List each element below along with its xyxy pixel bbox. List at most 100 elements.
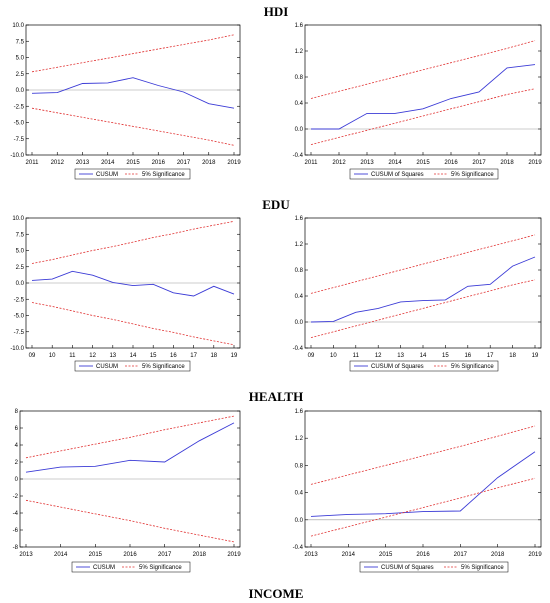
x-tick-label: 18 (509, 353, 516, 359)
x-tick-label: 16 (464, 353, 471, 359)
y-tick-label: 8 (15, 409, 19, 415)
x-tick-label: 2012 (332, 160, 346, 166)
cusum-line (311, 64, 536, 130)
x-tick-label: 2019 (528, 160, 542, 166)
x-tick-label: 11 (69, 353, 76, 359)
plot-frame (304, 217, 542, 349)
significance-lower-line (310, 279, 536, 338)
section-title-health: HEALTH (249, 389, 303, 404)
legend: CUSUM 5% Significance (74, 360, 191, 372)
x-tick-label: 2015 (89, 552, 103, 558)
x-tick-label: 2013 (304, 552, 318, 558)
legend-label-significance: 5% Significance (461, 565, 504, 571)
x-tick-label: 10 (49, 353, 56, 359)
x-tick-label: 13 (109, 353, 116, 359)
legend: CUSUM 5% Significance (74, 168, 191, 180)
y-tick-label: 1.6 (295, 216, 304, 222)
legend-label-cusum: CUSUM of Squares (371, 172, 424, 178)
x-tick-label: 2018 (500, 160, 514, 166)
x-tick-label: 09 (308, 353, 315, 359)
significance-lower-line (25, 499, 235, 543)
x-tick-label: 2012 (51, 160, 65, 166)
y-tick-label: 4 (15, 443, 19, 449)
y-tick-label: 0.8 (295, 75, 304, 81)
x-tick-label: 2011 (26, 160, 40, 166)
x-tick-label: 2016 (152, 160, 166, 166)
cusum-line (310, 451, 536, 517)
y-tick-label: -8 (13, 545, 19, 551)
y-tick-label: 0 (15, 477, 19, 483)
y-tick-label: 1.6 (295, 409, 304, 415)
significance-lower-line (310, 88, 536, 145)
x-tick-label: 2013 (19, 552, 33, 558)
x-tick-label: 16 (170, 353, 177, 359)
y-tick-label: 7.5 (16, 39, 25, 45)
y-tick-label: 2 (15, 460, 19, 466)
x-tick-label: 15 (150, 353, 157, 359)
x-tick-label: 09 (29, 353, 36, 359)
significance-lower-line (31, 302, 235, 346)
y-tick-label: -2.5 (14, 104, 25, 110)
y-tick-label: -6 (13, 528, 19, 534)
legend-label-significance: 5% Significance (451, 364, 494, 370)
x-tick-label: 2016 (123, 552, 137, 558)
cusum-line (31, 77, 235, 109)
y-tick-label: 0.4 (295, 101, 304, 107)
significance-upper-line (31, 220, 235, 264)
x-tick-label: 2017 (472, 160, 486, 166)
significance-upper-line (310, 234, 536, 294)
x-tick-label: 2013 (76, 160, 90, 166)
legend-box (349, 360, 499, 372)
x-tick-label: 12 (375, 353, 382, 359)
cusum-line (310, 256, 536, 323)
y-tick-label: -0.4 (293, 346, 304, 352)
y-tick-label: 6 (15, 426, 19, 432)
significance-upper-line (31, 34, 235, 73)
y-tick-label: 0.0 (295, 320, 304, 326)
y-tick-label: 0.0 (16, 88, 25, 94)
section-title-edu: EDU (262, 197, 290, 212)
x-tick-label: 11 (353, 353, 360, 359)
legend-label-significance: 5% Significance (142, 364, 185, 370)
x-tick-label: 15 (442, 353, 449, 359)
x-tick-label: 19 (532, 353, 539, 359)
legend-label-cusum: CUSUM of Squares (381, 565, 434, 571)
x-tick-label: 2011 (305, 160, 319, 166)
y-tick-label: 0.4 (295, 294, 304, 300)
x-tick-label: 2017 (158, 552, 172, 558)
x-tick-label: 13 (397, 353, 404, 359)
section-title-income: INCOME (249, 586, 304, 601)
plot-frame (304, 410, 542, 548)
x-tick-label: 2018 (491, 552, 505, 558)
y-tick-label: -10.0 (10, 346, 24, 352)
legend-label-cusum: CUSUM (96, 364, 118, 370)
legend: CUSUM of Squares 5% Significance (349, 168, 499, 180)
x-tick-label: 2018 (193, 552, 207, 558)
chart-edu-left: -10.0 -7.5 -5.0 -2.5 0.0 2.5 5.0 7.5 10.0 09 10 11 1… (10, 216, 241, 372)
plot-frame (304, 24, 542, 156)
y-tick-label: 0.8 (295, 268, 304, 274)
y-tick-label: 1.2 (295, 49, 304, 55)
y-tick-label: 0.8 (295, 463, 304, 469)
y-tick-label: 10.0 (12, 216, 24, 222)
significance-upper-line (25, 415, 235, 459)
y-tick-label: 1.2 (295, 242, 304, 248)
cusum-line (25, 422, 235, 473)
legend: CUSUM of Squares 5% Significance (349, 360, 499, 372)
y-tick-label: 10.0 (12, 23, 24, 29)
y-tick-label: -5.0 (14, 314, 25, 320)
x-tick-label: 2014 (342, 552, 356, 558)
x-tick-label: 2014 (54, 552, 68, 558)
section-title-hdi: HDI (264, 4, 289, 19)
y-tick-label: 2.5 (16, 265, 25, 271)
legend-label-significance: 5% Significance (142, 172, 185, 178)
legend-box (359, 561, 509, 573)
y-tick-label: 5.0 (16, 56, 25, 62)
x-tick-label: 2016 (444, 160, 458, 166)
chart-edu-right: -0.4 0.0 0.4 0.8 1.2 1.6 09 10 11 12 13 14 15 16 17 18 1… (293, 216, 542, 372)
y-tick-label: 1.6 (295, 23, 304, 29)
x-tick-label: 18 (210, 353, 217, 359)
legend: CUSUM of Squares 5% Significance (359, 561, 509, 573)
